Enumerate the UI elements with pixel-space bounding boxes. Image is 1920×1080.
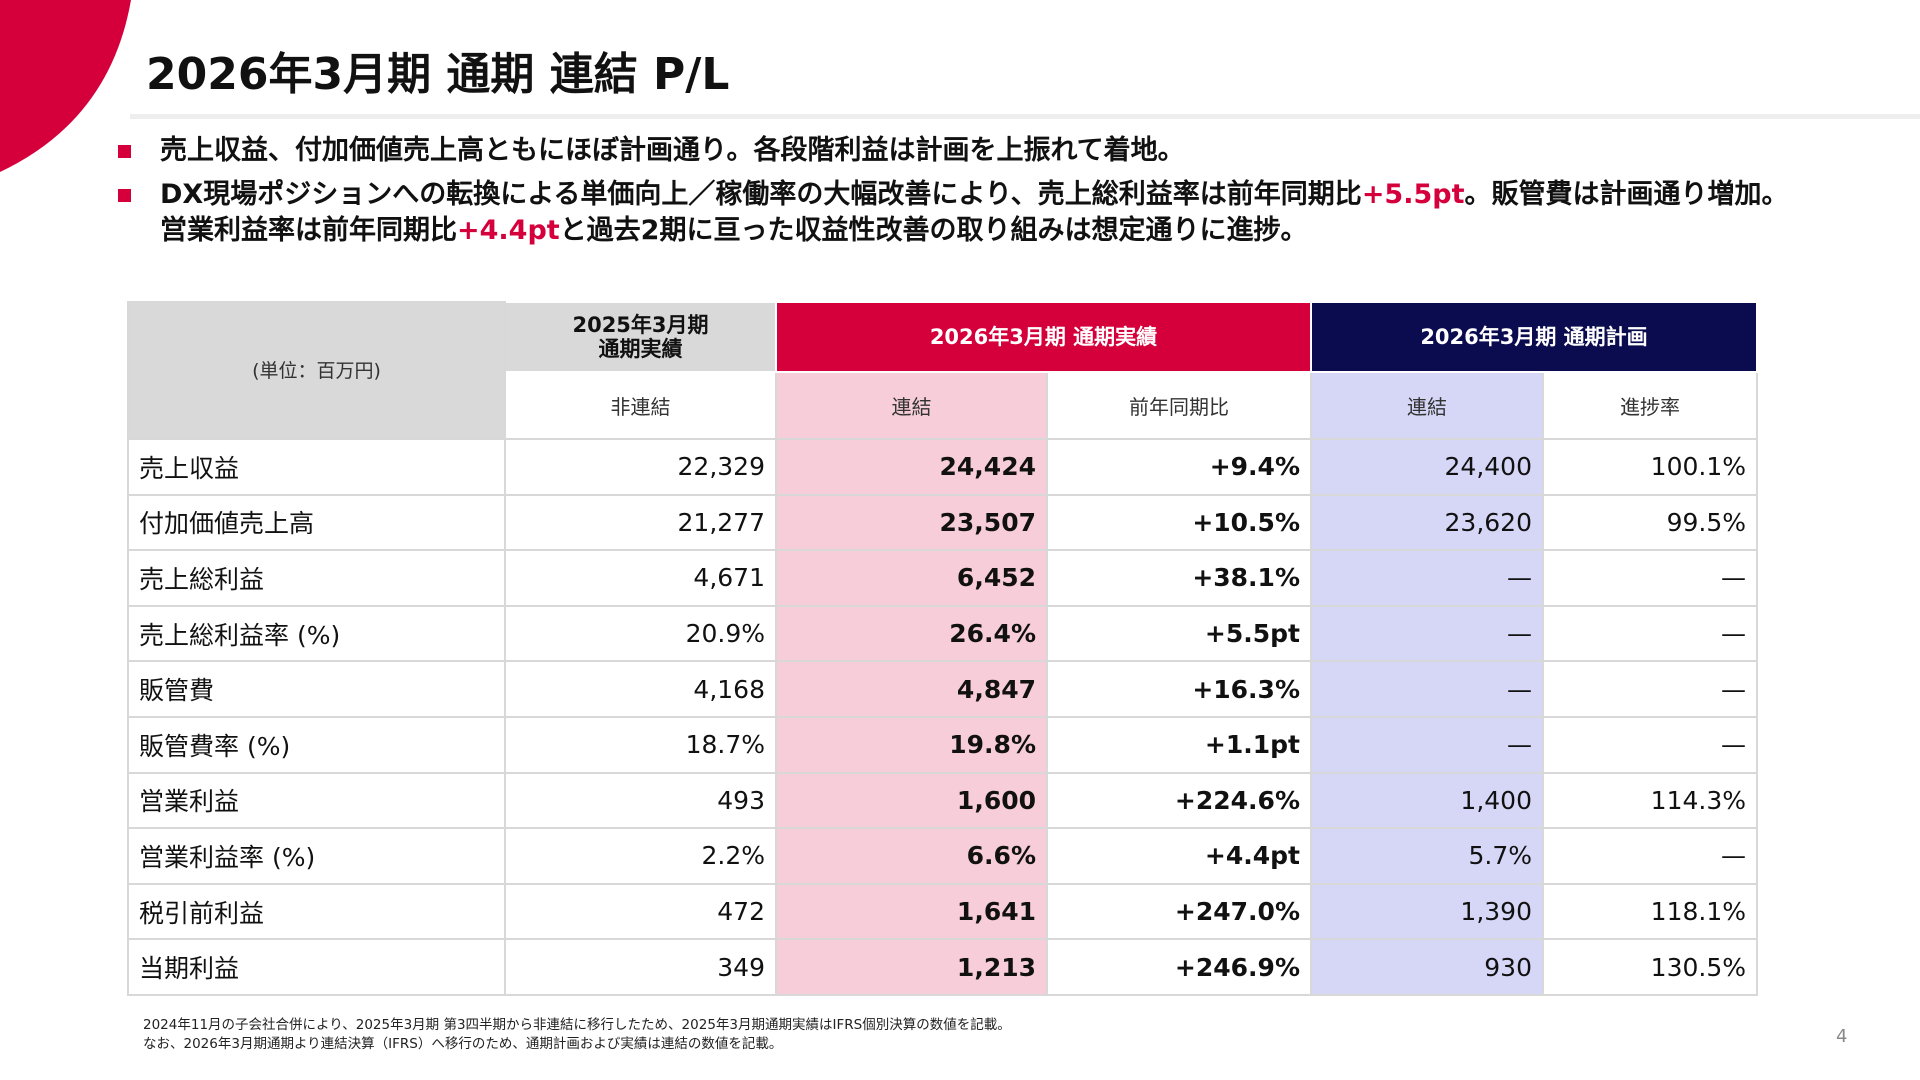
value-cell: — [1310,660,1544,718]
data-row: 売上収益 22,329 24,424 +9.4% 24,400 100.1% [127,438,1758,496]
value-cell: 100.1% [1542,438,1758,496]
value-cell: 114.3% [1542,771,1758,830]
data-row: 販管費率 (%) 18.7% 19.8% +1.1pt — — [127,715,1758,774]
bullet: 売上収益、付加価値売上高ともにほぼ計画通り。各段階利益は計画を上振れて着地。 [114,133,1794,169]
value-cell: 99.5% [1542,493,1758,552]
value-cell: 4,847 [775,660,1048,718]
row-label: 売上収益 [127,438,506,496]
divider [130,114,1920,119]
row-label: 営業利益率 (%) [127,827,506,885]
value-cell: 23,620 [1310,493,1544,552]
bullet-text: DX現場ポジションへの転換による単価向上／稼働率の大幅改善により、売上総利益率は… [160,179,1362,210]
page-number: 4 [1836,1026,1848,1047]
value-cell: — [1542,604,1758,663]
value-cell: +247.0% [1046,882,1312,941]
value-cell: +38.1% [1046,549,1312,607]
unit-label: (単位：百万円) [127,301,506,440]
bullet: DX現場ポジションへの転換による単価向上／稼働率の大幅改善により、売上総利益率は… [114,177,1794,249]
row-label: 売上総利益率 (%) [127,604,506,663]
value-cell: — [1542,549,1758,607]
corner-accent [0,0,131,172]
value-cell: 493 [504,771,777,830]
value-cell: 20.9% [504,604,777,663]
row-label: 営業利益 [127,771,506,830]
subheader: 非連結 [504,371,777,440]
value-cell: +10.5% [1046,493,1312,552]
data-row: 営業利益率 (%) 2.2% 6.6% +4.4pt 5.7% — [127,827,1758,885]
value-cell: — [1542,715,1758,774]
subheader: 進捗率 [1542,371,1758,440]
value-cell: 21,277 [504,493,777,552]
data-row: 税引前利益 472 1,641 +247.0% 1,390 118.1% [127,882,1758,941]
row-label: 販管費率 (%) [127,715,506,774]
value-cell: 19.8% [775,715,1048,774]
group-header: 2026年3月期 通期計画 [1310,301,1758,373]
subheader: 前年同期比 [1046,371,1312,440]
value-cell: — [1542,660,1758,718]
value-cell: +9.4% [1046,438,1312,496]
value-cell: 6,452 [775,549,1048,607]
value-cell: — [1310,715,1544,774]
value-cell: 23,507 [775,493,1048,552]
value-cell: 1,390 [1310,882,1544,941]
row-label: 売上総利益 [127,549,506,607]
value-cell: 4,168 [504,660,777,718]
highlight: +4.4pt [457,215,560,246]
row-label: 当期利益 [127,938,506,996]
value-cell: 6.6% [775,827,1048,885]
value-cell: +4.4pt [1046,827,1312,885]
value-cell: — [1310,604,1544,663]
group-header: 2025年3月期 通期実績 [504,301,777,373]
data-row: 販管費 4,168 4,847 +16.3% — — [127,660,1758,718]
pl-table: (単位：百万円) 2025年3月期 通期実績 2026年3月期 通期実績 2026年3… [127,301,1758,996]
group-header: 2026年3月期 通期実績 [775,301,1312,373]
value-cell: 930 [1310,938,1544,996]
value-cell: 24,400 [1310,438,1544,496]
row-label: 付加価値売上高 [127,493,506,552]
value-cell: 1,400 [1310,771,1544,830]
value-cell: 26.4% [775,604,1048,663]
value-cell: — [1310,549,1544,607]
footnote: なお、2026年3月期通期より連結決算（IFRS）へ移行のため、通期計画および実… [143,1036,783,1052]
value-cell: 24,424 [775,438,1048,496]
value-cell: +16.3% [1046,660,1312,718]
value-cell: 1,641 [775,882,1048,941]
data-row: 売上総利益率 (%) 20.9% 26.4% +5.5pt — — [127,604,1758,663]
data-row: 当期利益 349 1,213 +246.9% 930 130.5% [127,938,1758,996]
value-cell: +1.1pt [1046,715,1312,774]
value-cell: +5.5pt [1046,604,1312,663]
row-label: 販管費 [127,660,506,718]
bullet-text: 。販管費は計画通り増加。営業利益率は前年同期比 [160,179,1789,246]
value-cell: +246.9% [1046,938,1312,996]
footnotes: 2024年11月の子会社合併により、2025年3月期 第3四半期から非連結に移行… [143,1016,1011,1054]
data-row: 営業利益 493 1,600 +224.6% 1,400 114.3% [127,771,1758,830]
value-cell: 349 [504,938,777,996]
value-cell: 4,671 [504,549,777,607]
row-label: 税引前利益 [127,882,506,941]
bullet-text: 売上収益、付加価値売上高ともにほぼ計画通り。各段階利益は計画を上振れて着地。 [160,135,1185,166]
value-cell: 2.2% [504,827,777,885]
header-row: (単位：百万円) 2025年3月期 通期実績 2026年3月期 通期実績 2026年3… [127,301,1758,440]
value-cell: 5.7% [1310,827,1544,885]
value-cell: 130.5% [1542,938,1758,996]
subheader: 連結 [1310,371,1544,440]
value-cell: 118.1% [1542,882,1758,941]
value-cell: — [1542,827,1758,885]
value-cell: 1,213 [775,938,1048,996]
value-cell: 1,600 [775,771,1048,830]
title: 2026年3月期 通期 連結 P/L [146,49,730,100]
subheader-row: 非連結 連結 前年同期比 連結 進捗率 [128,371,1758,440]
subheader: 連結 [775,371,1048,440]
footnote: 2024年11月の子会社合併により、2025年3月期 第3四半期から非連結に移行… [143,1017,1011,1033]
highlight: +5.5pt [1361,179,1465,210]
value-cell: 472 [504,882,777,941]
value-cell: 22,329 [504,438,777,496]
bullet-text: と過去2期に亘った収益性改善の取り組みは想定通りに進捗。 [559,215,1308,246]
data-row: 売上総利益 4,671 6,452 +38.1% — — [127,549,1758,607]
data-row: 付加価値売上高 21,277 23,507 +10.5% 23,620 99.5% [127,493,1758,552]
value-cell: 18.7% [504,715,777,774]
value-cell: +224.6% [1046,771,1312,830]
bullet-list: 売上収益、付加価値売上高ともにほぼ計画通り。各段階利益は計画を上振れて着地。 DX… [114,133,1794,257]
